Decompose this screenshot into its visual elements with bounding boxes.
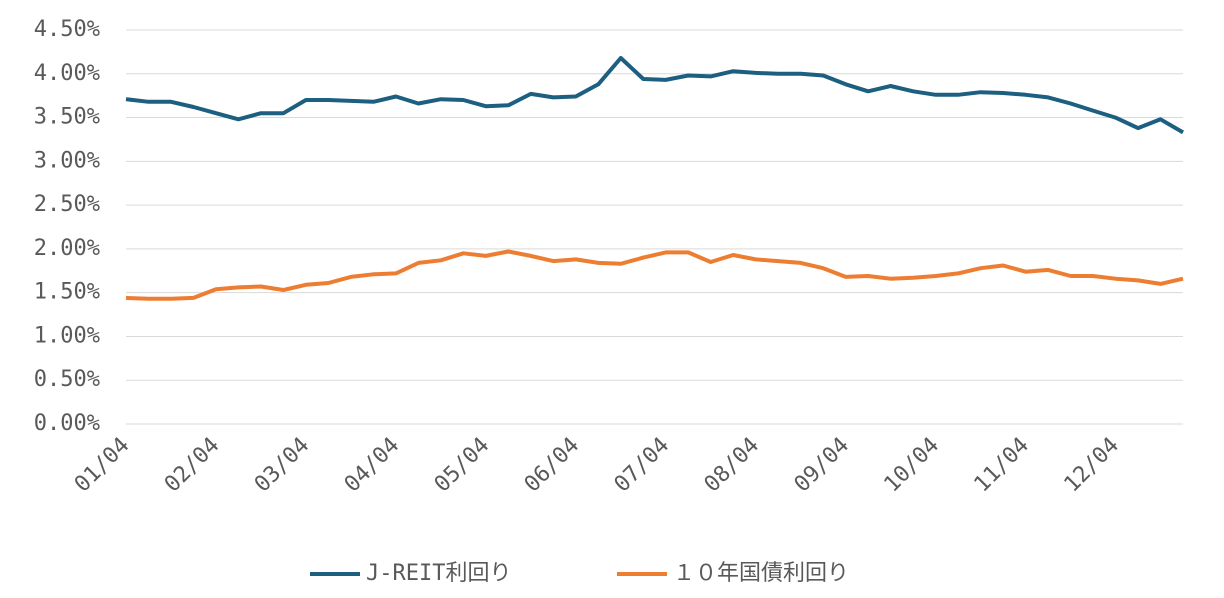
x-tick-label: 07/04 [610, 433, 675, 498]
x-tick-label: 08/04 [700, 433, 765, 498]
legend-label: J-REIT利回り [366, 561, 511, 586]
x-tick-label: 03/04 [250, 433, 315, 498]
x-tick-label: 01/04 [70, 433, 135, 498]
x-tick-label: 04/04 [340, 433, 405, 498]
x-tick-label: 06/04 [520, 433, 585, 498]
x-tick-label: 10/04 [880, 433, 945, 498]
series-line [125, 56, 1185, 135]
x-tick-label: 09/04 [790, 433, 855, 498]
series-line [125, 249, 1184, 301]
y-tick-label: 1.00% [34, 323, 100, 348]
x-tick-label: 11/04 [970, 433, 1035, 498]
y-tick-label: 4.00% [34, 61, 100, 86]
y-tick-label: 2.50% [34, 192, 100, 217]
x-tick-label: 02/04 [160, 433, 225, 498]
y-tick-label: 0.50% [34, 367, 100, 392]
x-tick-label: 12/04 [1060, 433, 1125, 498]
legend-label: １０年国債利回り [673, 561, 849, 586]
y-tick-label: 0.00% [34, 411, 100, 436]
y-tick-label: 3.50% [34, 105, 100, 130]
y-tick-label: 4.50% [34, 17, 100, 42]
y-tick-label: 1.50% [34, 280, 100, 305]
x-tick-label: 05/04 [430, 433, 495, 498]
y-tick-label: 3.00% [34, 148, 100, 173]
y-tick-label: 2.00% [34, 236, 100, 261]
